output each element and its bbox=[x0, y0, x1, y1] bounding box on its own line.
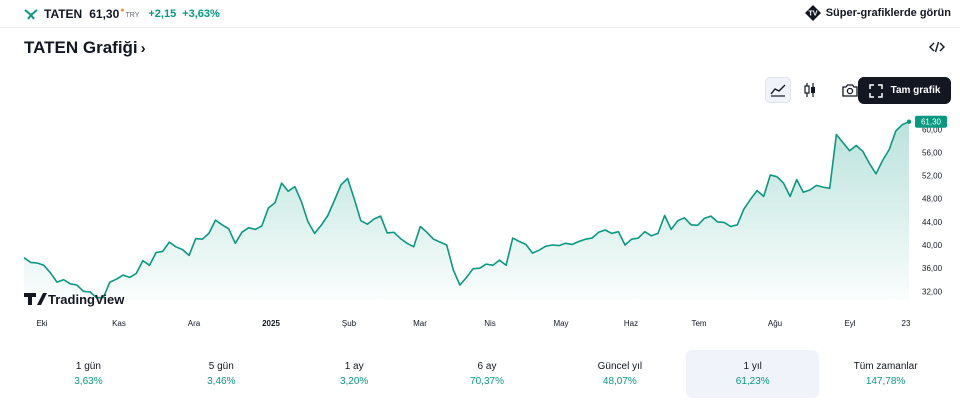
x-tick-label: Kas bbox=[112, 319, 126, 328]
price-chart[interactable]: 32,00 36,00 40,00 44,00 48,00 52,00 56,00 60,00… bbox=[0, 112, 960, 334]
y-tick-label: 56,00 bbox=[922, 148, 943, 157]
period-change-value: 3,20% bbox=[339, 376, 369, 387]
period-tab[interactable]: 1 yıl 61,23% bbox=[686, 350, 820, 398]
page-title: TATEN Grafiği bbox=[24, 38, 138, 57]
candles-icon bbox=[804, 83, 815, 97]
tradingview-logo-icon bbox=[24, 293, 47, 305]
period-performance-tabs: 1 gün 3,63% 5 gün 3,46% 1 ay 3,20% 6 ay 70,37% G… bbox=[22, 350, 952, 398]
y-tick-label: 52,00 bbox=[922, 172, 943, 181]
period-tab[interactable]: Tüm zamanlar 147,78% bbox=[819, 350, 952, 398]
embed-code-icon[interactable] bbox=[929, 40, 945, 54]
super-charts-label: Süper-grafiklerde görün bbox=[825, 7, 951, 19]
period-label: 1 ay bbox=[344, 361, 364, 372]
y-tick-label: 48,00 bbox=[922, 195, 943, 204]
x-tick-label: Nis bbox=[484, 319, 496, 328]
snapshot-button[interactable] bbox=[837, 77, 863, 103]
y-axis: 32,00 36,00 40,00 44,00 48,00 52,00 56,00 60,00 bbox=[922, 125, 943, 296]
symbol-summary: TATEN 61,30 ● TRY +2,15 +3,63% bbox=[24, 6, 226, 22]
x-tick-label: Eki bbox=[36, 319, 47, 328]
symbol-name[interactable]: TATEN bbox=[44, 7, 83, 21]
x-tick-label: Şub bbox=[342, 319, 357, 328]
y-tick-label: 44,00 bbox=[922, 218, 943, 227]
chart-toolbar bbox=[765, 77, 869, 103]
period-tab[interactable]: 1 gün 3,63% bbox=[22, 350, 155, 398]
y-tick-label: 36,00 bbox=[922, 264, 943, 273]
price-line bbox=[23, 120, 910, 299]
period-label: 1 yıl bbox=[743, 361, 762, 372]
period-tab[interactable]: Güncel yıl 48,07% bbox=[553, 350, 686, 398]
super-charts-link[interactable]: TV Süper-grafiklerde görün bbox=[804, 4, 951, 22]
period-change-value: 48,07% bbox=[602, 376, 637, 387]
period-change-value: 147,78% bbox=[865, 376, 906, 387]
full-chart-label: Tam grafik bbox=[890, 85, 941, 96]
last-point bbox=[906, 119, 912, 124]
last-price-badge bbox=[915, 115, 947, 128]
taten-logo-icon bbox=[24, 9, 38, 20]
watermark-text: TradingView bbox=[48, 292, 125, 307]
svg-text:TV: TV bbox=[808, 11, 817, 18]
x-axis: Eki Kas Ara 2025 Şub Mar Nis May Haz Tem Ağu Eyl 23 bbox=[36, 319, 911, 328]
x-tick-label: Ağu bbox=[768, 319, 782, 328]
area-chart-icon bbox=[770, 84, 786, 97]
y-tick-label: 32,00 bbox=[922, 287, 943, 296]
period-label: Güncel yıl bbox=[597, 361, 643, 372]
last-price-label: 61,30 bbox=[921, 118, 942, 127]
x-tick-label: 2025 bbox=[262, 319, 280, 328]
tradingview-watermark: TradingView bbox=[24, 292, 125, 307]
area-chart-button[interactable] bbox=[765, 77, 791, 103]
x-tick-label: Eyl bbox=[844, 319, 855, 328]
period-tab[interactable]: 6 ay 70,37% bbox=[421, 350, 554, 398]
x-tick-label: Tem bbox=[691, 319, 706, 328]
period-label: 1 gün bbox=[75, 361, 101, 372]
chevron-right-icon: › bbox=[140, 39, 146, 57]
x-tick-label: Mar bbox=[413, 319, 427, 328]
period-label: 5 gün bbox=[208, 361, 234, 372]
last-price: 61,30 bbox=[89, 7, 120, 21]
period-tab[interactable]: 5 gün 3,46% bbox=[155, 350, 288, 398]
full-chart-button[interactable]: Tam grafik bbox=[858, 77, 951, 104]
period-label: 6 ay bbox=[477, 361, 497, 372]
price-change-absolute: +2,15 bbox=[148, 8, 177, 20]
y-tick-label: 60,00 bbox=[922, 125, 943, 134]
chart-title-link[interactable]: TATEN Grafiği › bbox=[24, 38, 146, 58]
period-change-value: 3,46% bbox=[207, 376, 236, 387]
period-label: Tüm zamanlar bbox=[853, 361, 918, 372]
last-price-marker: 61,30 bbox=[906, 115, 947, 128]
super-charts-icon: TV bbox=[804, 5, 821, 21]
x-tick-label: Ara bbox=[188, 319, 201, 328]
x-tick-label: May bbox=[553, 319, 568, 328]
period-tab[interactable]: 1 ay 3,20% bbox=[288, 350, 421, 398]
candles-button[interactable] bbox=[797, 77, 823, 103]
camera-icon bbox=[842, 84, 858, 97]
x-tick-label: 23 bbox=[902, 319, 911, 328]
fullscreen-icon bbox=[868, 83, 883, 98]
period-change-value: 3,63% bbox=[74, 376, 103, 387]
price-change-percent: +3,63% bbox=[182, 8, 220, 20]
area-fill bbox=[24, 121, 909, 300]
delayed-data-icon: ● bbox=[120, 6, 125, 14]
period-change-value: 61,23% bbox=[735, 376, 770, 387]
currency-label: TRY bbox=[125, 11, 140, 19]
x-tick-label: Haz bbox=[624, 319, 638, 328]
top-bar: TATEN 61,30 ● TRY +2,15 +3,63% TV Süper-… bbox=[0, 0, 960, 28]
y-tick-label: 40,00 bbox=[922, 241, 943, 250]
period-change-value: 70,37% bbox=[470, 376, 504, 387]
